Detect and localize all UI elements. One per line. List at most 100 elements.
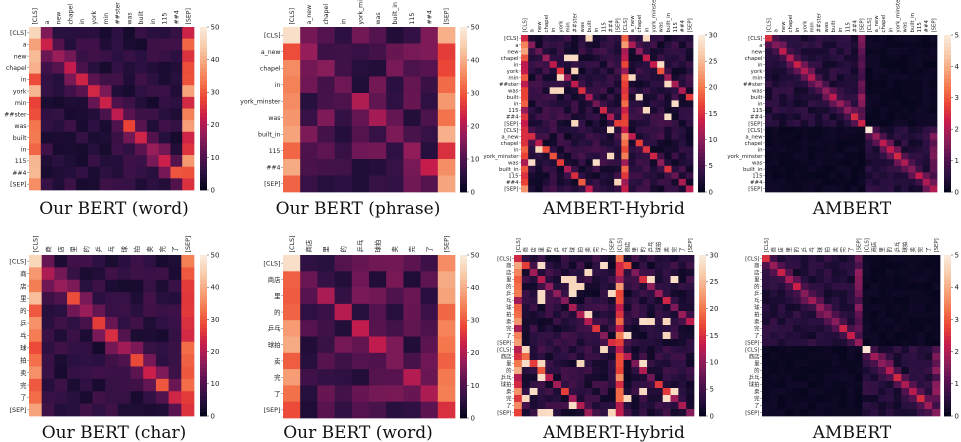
- heatmap-cell: [762, 255, 770, 262]
- heatmap-cell: [64, 132, 76, 144]
- heatmap-cell: [855, 325, 863, 332]
- colorbar-segment: [944, 275, 951, 279]
- colorbar-segment: [200, 360, 207, 364]
- heatmap-cell: [522, 276, 530, 283]
- heatmap-cell: [647, 367, 655, 374]
- heatmap-cell: [794, 159, 802, 166]
- heatmap-cell: [886, 339, 894, 346]
- heatmap-cell: [777, 318, 785, 325]
- heatmap-cell: [664, 107, 672, 114]
- heatmap-cell: [765, 87, 773, 94]
- heatmap-cell: [932, 297, 940, 304]
- heatmap-cell: [839, 311, 847, 318]
- heatmap-cell: [647, 346, 655, 353]
- heatmap-cell: [88, 39, 100, 51]
- heatmap-cell: [131, 280, 144, 293]
- heatmap-cell: [41, 132, 53, 144]
- colorbar-segment: [200, 186, 207, 190]
- colorbar-segment: [200, 315, 207, 319]
- heatmap-cell: [925, 353, 933, 360]
- heatmap-cell: [655, 409, 663, 416]
- heatmap-cell: [830, 94, 838, 101]
- heatmap-cell: [650, 94, 658, 101]
- heatmap-cell: [793, 360, 801, 367]
- col-tick-label: 了: [679, 247, 686, 252]
- heatmap-cell: [647, 269, 655, 276]
- heatmap-cell: [839, 339, 847, 346]
- row-tick-label: 店: [754, 268, 760, 276]
- heatmap-cell: [655, 346, 663, 353]
- colorbar-segment: [460, 385, 467, 389]
- row-tick-label: 完: [274, 373, 281, 382]
- heatmap-cell: [586, 74, 594, 81]
- heatmap-cell: [655, 276, 663, 283]
- colorbar-segment: [944, 380, 951, 384]
- heatmap-cell: [29, 366, 42, 379]
- colorbar-segment: [699, 291, 706, 295]
- heatmap-cell: [815, 81, 823, 88]
- heatmap-cell: [592, 395, 600, 402]
- heatmap-cell: [770, 367, 778, 374]
- heatmap-cell: [543, 48, 551, 55]
- heatmap-cell: [901, 367, 909, 374]
- heatmap-cell: [832, 388, 840, 395]
- colorbar-segment: [944, 412, 951, 416]
- heatmap-cell: [543, 127, 551, 134]
- heatmap-cell: [650, 114, 658, 121]
- heatmap-cell: [655, 325, 663, 332]
- heatmap-cell: [808, 107, 816, 114]
- heatmap-cell: [837, 55, 845, 62]
- heatmap-cell: [592, 360, 600, 367]
- heatmap-cell: [80, 342, 93, 355]
- heatmap-cell: [300, 271, 318, 288]
- heatmap-cell: [762, 381, 770, 388]
- heatmap-cell: [550, 42, 558, 49]
- heatmap-cell: [88, 178, 100, 190]
- heatmap-cell: [655, 339, 663, 346]
- heatmap-cell: [839, 255, 847, 262]
- heatmap-cell: [930, 61, 938, 68]
- colorbar-segment: [200, 121, 207, 125]
- heatmap-cell: [916, 87, 924, 94]
- heatmap-cell: [930, 48, 938, 55]
- colorbar-segment: [699, 400, 706, 404]
- heatmap-cell: [777, 409, 785, 416]
- colorbar-segment: [944, 94, 951, 98]
- heatmap-cell: [557, 146, 565, 153]
- colorbar-segment: [698, 180, 705, 184]
- heatmap-cell: [816, 353, 824, 360]
- heatmap-cell: [593, 94, 601, 101]
- colorbar-segment: [699, 319, 706, 323]
- colorbar-segment: [460, 143, 467, 148]
- heatmap-cell: [577, 353, 585, 360]
- heatmap-cell: [639, 311, 647, 318]
- heatmap-cell: [621, 100, 629, 107]
- colorbar-segment: [460, 118, 467, 123]
- heatmap-cell: [863, 360, 871, 367]
- heatmap-cell: [824, 395, 832, 402]
- colorbar-tick-label: 10: [709, 136, 718, 144]
- heatmap-cell: [577, 290, 585, 297]
- heatmap-cell: [169, 404, 182, 417]
- heatmap-cell: [794, 61, 802, 68]
- heatmap-cell: [557, 159, 565, 166]
- heatmap-cell: [530, 283, 538, 290]
- col-tick-label: york: [91, 11, 98, 25]
- heatmap-cell: [600, 81, 608, 88]
- heatmap-cell: [561, 332, 569, 339]
- heatmap-cell: [650, 68, 658, 75]
- heatmap-cell: [858, 127, 866, 134]
- heatmap-cell: [886, 297, 894, 304]
- heatmap-cell: [787, 172, 795, 179]
- heatmap-cell: [925, 283, 933, 290]
- heatmap-cell: [785, 276, 793, 283]
- heatmap-cell: [822, 81, 830, 88]
- heatmap-cell: [636, 185, 644, 192]
- heatmap-cell: [777, 255, 785, 262]
- heatmap-cell: [537, 304, 545, 311]
- heatmap-cell: [865, 48, 873, 55]
- heatmap-cell: [801, 120, 809, 127]
- heatmap-cell: [607, 140, 615, 147]
- heatmap-cell: [54, 280, 67, 293]
- heatmap-cell: [105, 317, 118, 330]
